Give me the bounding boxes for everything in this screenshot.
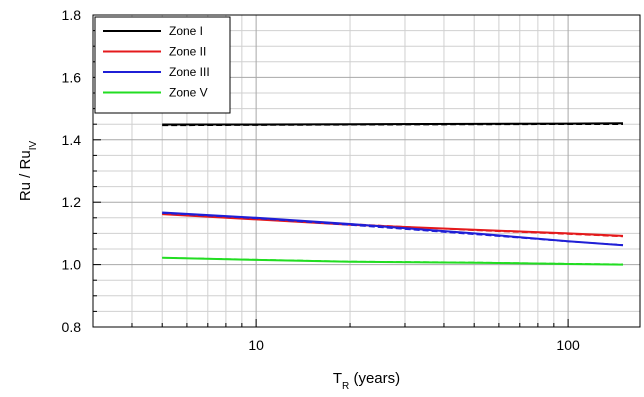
legend-label: Zone II [169,45,206,59]
y-tick-label: 1.0 [62,257,82,273]
series-line [162,122,624,126]
y-tick-label: 1.8 [62,7,82,23]
series-line [162,213,624,237]
x-axis-title-main: T [333,370,342,387]
legend-label: Zone I [169,24,203,38]
legend: Zone I Zone II Zone III Zone V [94,16,231,114]
legend-label: Zone V [169,86,208,100]
x-tick-label: 10 [248,337,264,353]
x-axis-title-sub: R [342,381,349,392]
legend-label: Zone III [169,65,210,79]
legend-box [94,16,231,114]
series-line [162,211,624,247]
y-axis-title-sub: IV [28,141,39,151]
x-axis-title: TR (years) [333,370,400,392]
x-tick-label: 100 [556,337,580,353]
y-tick-label: 0.8 [62,319,82,335]
y-tick-label: 1.6 [62,69,82,85]
y-axis-title: Ru / RuIV [17,141,39,202]
labels-layer: 0.8 1.0 1.2 1.4 1.6 1.8 10 100 [62,7,580,353]
y-axis-title-main: Ru / Ru [17,150,34,201]
y-tick-label: 1.4 [62,132,82,148]
y-tick-label: 1.2 [62,194,82,210]
x-axis-title-rest: (years) [349,370,400,387]
series-line [162,256,624,266]
series-layer [162,122,624,266]
